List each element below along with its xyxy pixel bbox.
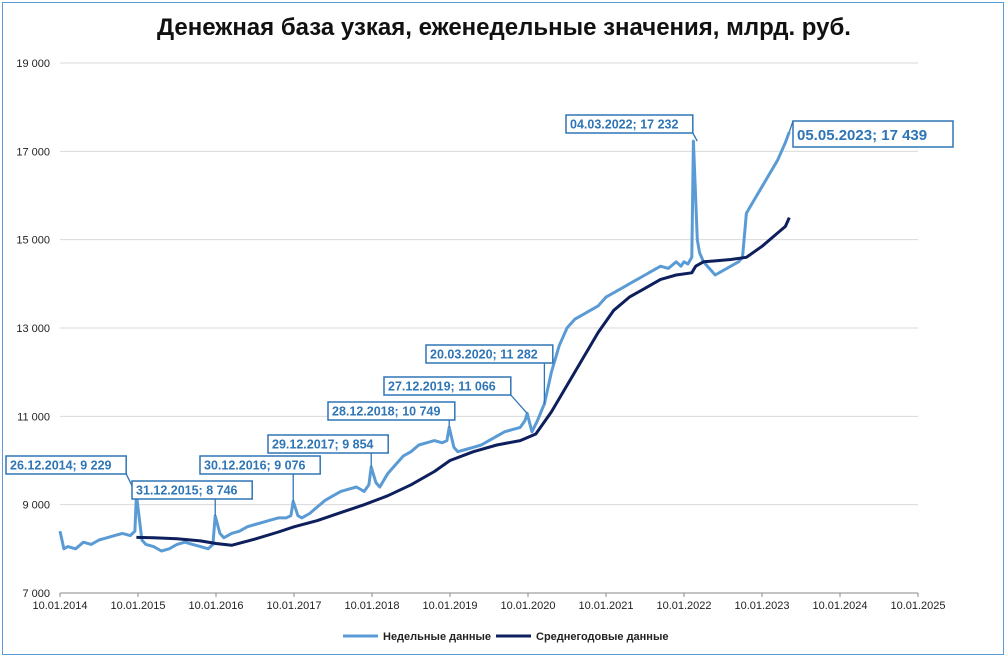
annotation-label: 26.12.2014; 9 229	[10, 459, 112, 473]
legend: Недельные данные Среднегодовые данные	[343, 631, 668, 643]
annotation-label: 20.03.2020; 11 282	[430, 348, 538, 362]
x-tick-label: 10.01.2024	[812, 600, 867, 612]
series-weekly-line	[58, 131, 791, 553]
annotation-box	[131, 480, 253, 500]
x-tick-label: 10.01.2014	[32, 600, 87, 612]
x-tick-label: 10.01.2022	[656, 600, 711, 612]
x-tick-label: 10.01.2018	[344, 600, 399, 612]
y-tick-label: 11 000	[17, 411, 50, 423]
chart-title: Денежная база узкая, еженедельные значен…	[157, 14, 851, 41]
legend-average-label: Среднегодовые данные	[536, 631, 668, 643]
annotation-box	[5, 455, 127, 475]
y-tick-label: 13 000	[16, 323, 50, 335]
y-axis-ticks: 7 000 9 000 11 000 13 000 15 000 17 000 19 000	[16, 58, 50, 600]
annotation-label: 27.12.2019; 11 066	[388, 380, 496, 394]
annotation-leader	[692, 132, 698, 142]
annotation-label: 04.03.2022; 17 232	[570, 118, 678, 132]
x-tick-label: 10.01.2023	[734, 600, 789, 612]
x-tick-label: 10.01.2025	[890, 600, 945, 612]
annotation-label: 28.12.2018; 10 749	[332, 405, 440, 419]
x-tick-label: 10.01.2021	[578, 600, 633, 612]
annotation-box	[383, 376, 512, 396]
x-tick-label: 10.01.2016	[188, 600, 243, 612]
annotation-leader	[510, 394, 528, 414]
y-tick-label: 19 000	[16, 58, 50, 70]
grid-lines	[60, 62, 918, 594]
annotation-box	[199, 455, 321, 475]
x-tick-label: 10.01.2020	[500, 600, 555, 612]
y-tick-label: 17 000	[16, 146, 50, 158]
y-tick-label: 7 000	[22, 588, 50, 600]
annotation-box	[792, 120, 954, 148]
x-tick-label: 10.01.2019	[422, 600, 477, 612]
series-lines	[58, 131, 791, 553]
annotation-label: 29.12.2017; 9 854	[272, 438, 374, 452]
annotation-box	[267, 434, 389, 454]
annotation-box	[565, 114, 694, 134]
annotation-label: 31.12.2015; 8 746	[136, 484, 238, 498]
series-average-line	[136, 216, 791, 547]
x-tick-label: 10.01.2017	[266, 600, 321, 612]
x-axis-ticks: 10.01.2014 10.01.2015 10.01.2016 10.01.2017…	[32, 592, 946, 612]
legend-weekly-label: Недельные данные	[383, 631, 491, 643]
y-tick-label: 9 000	[22, 500, 50, 512]
annotation-box	[425, 344, 554, 364]
x-tick-label: 10.01.2015	[110, 600, 165, 612]
y-tick-label: 15 000	[16, 235, 50, 247]
annotation-label: 05.05.2023; 17 439	[797, 127, 927, 144]
annotation-label: 30.12.2016; 9 076	[204, 459, 306, 473]
annotations: 26.12.2014; 9 229 31.12.2015; 8 746 30.12.…	[5, 114, 954, 516]
annotation-box	[327, 401, 456, 421]
